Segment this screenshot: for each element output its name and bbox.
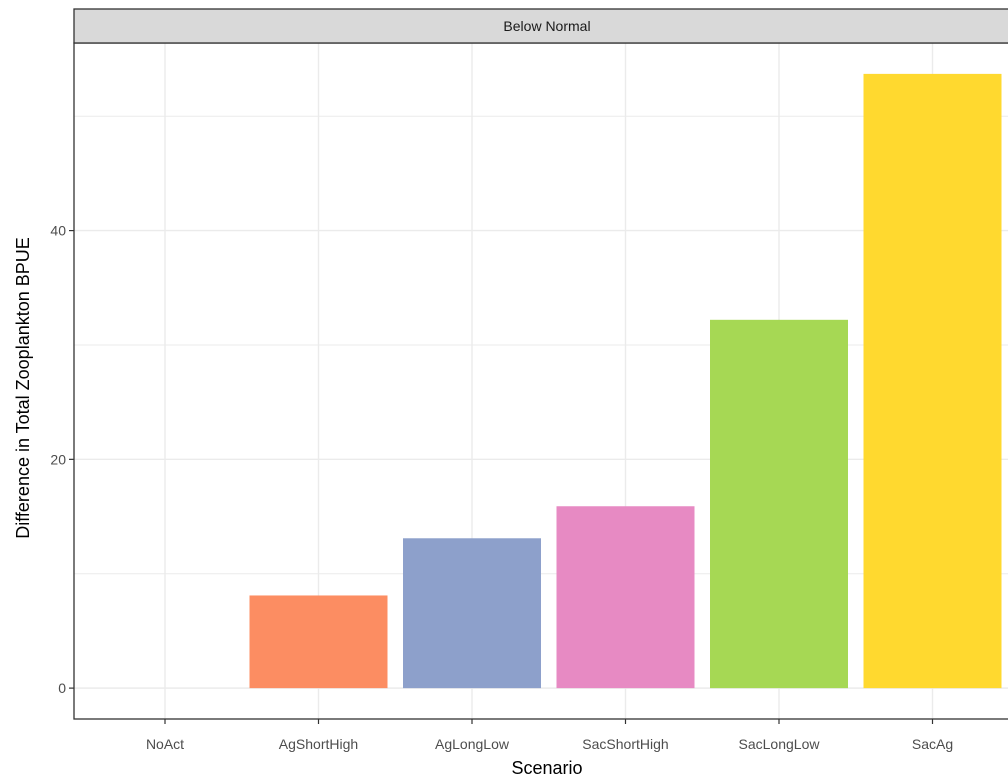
y-axis: 0 20 40 [50, 223, 74, 696]
x-tick-label: SacAg [912, 736, 953, 752]
facet-strip [73, 8, 1008, 44]
x-tick-label: SacShortHigh [582, 736, 668, 752]
x-tick-label: SacLongLow [739, 736, 821, 752]
x-tick-label: AgLongLow [435, 736, 510, 752]
bars [249, 73, 1002, 689]
y-tick-label: 40 [50, 223, 66, 239]
bar [249, 595, 388, 689]
facet-strip-label: Below Normal [503, 18, 590, 34]
y-axis-title: Difference in Total Zooplankton BPUE [13, 237, 33, 539]
x-axis: NoAct AgShortHigh AgLongLow SacShortHigh Sac… [146, 719, 953, 752]
bar [710, 319, 848, 689]
bar [863, 73, 1002, 689]
bar [556, 506, 695, 689]
bar [403, 538, 541, 689]
x-tick-label: AgShortHigh [279, 736, 358, 752]
y-tick-label: 0 [58, 680, 66, 696]
x-axis-title: Scenario [511, 758, 582, 778]
y-tick-label: 20 [50, 451, 66, 467]
x-tick-label: NoAct [146, 736, 184, 752]
